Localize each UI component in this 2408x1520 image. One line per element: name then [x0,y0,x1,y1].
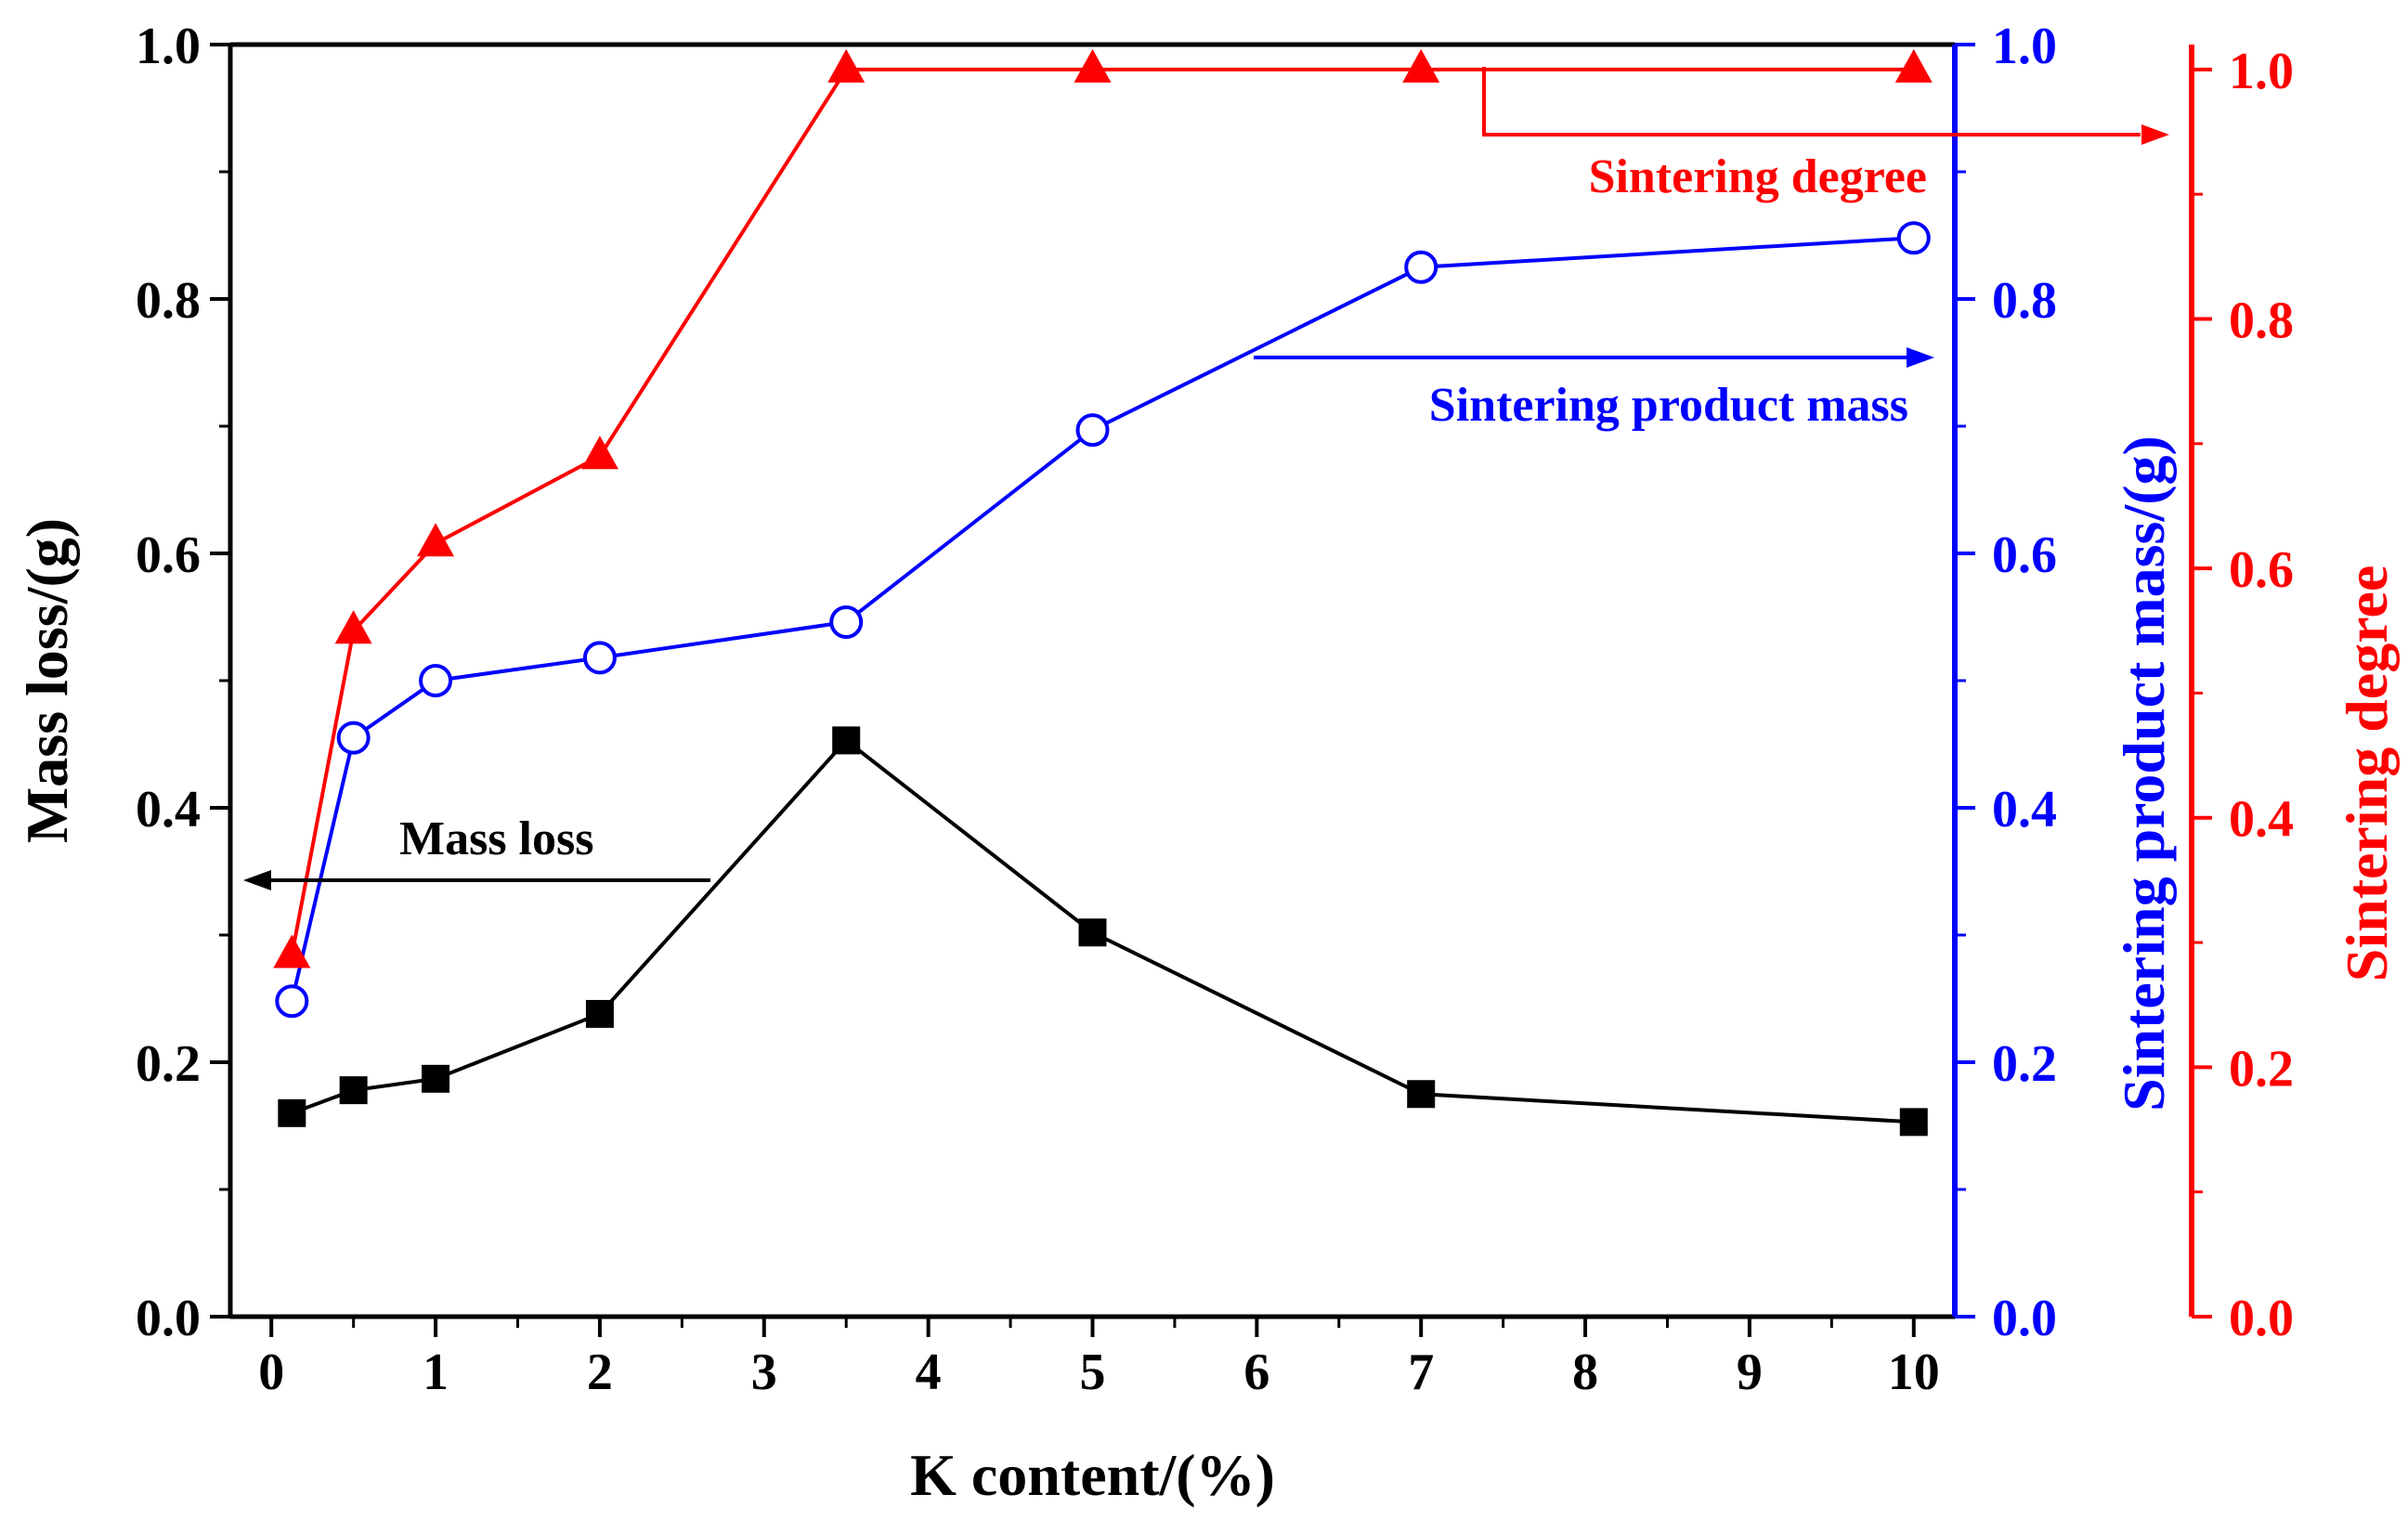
left-axis-title: Mass loss/(g) [14,518,80,843]
sintering-degree-label: Sintering degree [1589,150,1927,203]
data-point-triangle [273,934,311,968]
left-y-tick-label: 0.4 [136,781,201,838]
data-point-circle [1404,250,1438,284]
data-point-triangle [1402,48,1440,83]
x-tick-label: 0 [258,1344,284,1401]
data-point-circle [336,721,371,755]
offset-axis-title: Sintering degree [2334,565,2400,982]
series-layer [273,48,1933,1137]
offset-y-tick-label: 0.8 [2229,292,2294,349]
data-point-circle [582,641,617,675]
right-y-tick-label: 0.8 [1992,272,2057,330]
x-tick-label: 4 [916,1344,942,1401]
x-tick-label: 1 [423,1344,449,1401]
data-point-triangle [1074,48,1112,83]
data-point-square [422,1064,450,1093]
data-point-triangle [1894,48,1933,83]
right-y-tick-label: 0.0 [1992,1290,2057,1347]
left-y-tick-label: 0.6 [136,526,201,584]
series-line-1 [290,236,1914,1002]
left-y-tick-label: 0.2 [136,1035,201,1093]
data-point-circle [275,984,309,1019]
offset-y-tick-label: 0.2 [2229,1040,2294,1098]
product-mass-arrow-head [1907,347,1934,368]
data-point-square [339,1076,368,1105]
data-point-square [1899,1108,1928,1137]
data-point-square [832,726,861,755]
sintering-degree-arrow-line [1482,67,2141,136]
x-tick-label: 7 [1408,1344,1434,1401]
mass-loss-arrow-head [243,870,271,890]
left-y-tick-label: 1.0 [136,18,201,75]
data-point-circle [829,604,864,639]
x-tick-label: 9 [1737,1344,1763,1401]
left-y-tick-label: 0.8 [136,272,201,330]
offset-y-tick-label: 1.0 [2229,43,2294,100]
data-point-triangle [417,523,455,557]
right-y-tick-label: 1.0 [1992,18,2057,75]
right-y-tick-label: 0.6 [1992,526,2057,584]
data-point-circle [419,664,453,697]
right-axis-title: Sintering product mass/(g) [2111,435,2177,1111]
x-tick-label: 3 [751,1344,777,1401]
x-axis-title: K content/(%) [910,1442,1275,1508]
series-line-2 [290,67,1914,955]
offset-y-tick-label: 0.4 [2229,791,2294,849]
data-point-triangle [580,435,618,470]
data-point-circle [1896,221,1931,255]
axes-layer: 0 1 2 3 4 5 6 7 8 9 10 0.0 0.2 0.4 0.6 0.8 1.0 0.0 0.2 0.4 0… [14,18,2400,1508]
data-point-square [278,1098,306,1127]
data-point-circle [1075,413,1110,448]
x-tick-label: 10 [1888,1344,1940,1401]
mass-loss-label: Mass loss [399,812,593,865]
offset-y-tick-label: 0.6 [2229,541,2294,599]
data-point-square [1407,1080,1436,1109]
annotation-layer: Mass loss Sintering product mass Sintering… [243,67,2169,890]
offset-y-tick-label: 0.0 [2229,1290,2294,1347]
product-mass-label: Sintering product mass [1429,379,1908,432]
x-tick-label: 6 [1243,1344,1269,1401]
right-y-tick-label: 0.4 [1992,781,2057,838]
x-tick-label: 2 [587,1344,613,1401]
x-tick-label: 8 [1572,1344,1598,1401]
data-point-triangle [827,48,866,83]
left-y-tick-label: 0.0 [136,1290,201,1347]
data-point-triangle [334,610,372,644]
right-y-tick-label: 0.2 [1992,1035,2057,1093]
data-point-square [585,999,614,1028]
data-point-square [1078,918,1107,947]
x-tick-label: 5 [1080,1344,1106,1401]
sintering-degree-arrow-head [2141,124,2169,145]
